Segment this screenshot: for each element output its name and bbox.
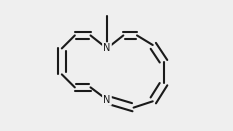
Text: N: N: [103, 43, 111, 53]
Text: N: N: [103, 95, 111, 105]
